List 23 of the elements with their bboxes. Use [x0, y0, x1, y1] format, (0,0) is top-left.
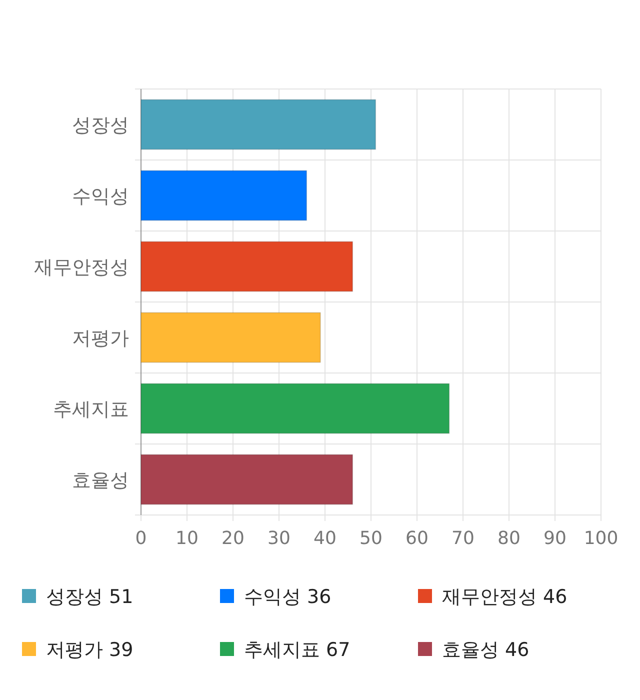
legend-label: 효율성 46 — [442, 639, 530, 661]
y-tick-label: 수익성 — [72, 186, 129, 208]
x-tick-label: 0 — [135, 528, 147, 549]
x-tick-label: 50 — [360, 528, 382, 549]
legend-label: 추세지표 67 — [244, 639, 350, 661]
x-tick-label: 10 — [176, 528, 198, 549]
y-tick-label: 재무안정성 — [34, 256, 129, 278]
x-tick-label: 100 — [584, 528, 618, 549]
legend-label: 수익성 36 — [244, 586, 332, 608]
x-tick-label: 60 — [406, 528, 428, 549]
x-tick-label: 30 — [268, 528, 290, 549]
legend-label: 재무안정성 46 — [442, 586, 568, 608]
legend-label: 저평가 39 — [46, 639, 134, 661]
x-tick-label: 90 — [544, 528, 566, 549]
x-tick-label: 70 — [452, 528, 474, 549]
x-tick-label: 20 — [222, 528, 244, 549]
y-tick-label: 추세지표 — [53, 398, 129, 420]
x-tick-label: 40 — [314, 528, 336, 549]
x-tick-label: 80 — [498, 528, 520, 549]
legend-label: 성장성 51 — [46, 586, 134, 608]
y-tick-label: 저평가 — [72, 328, 129, 350]
y-tick-label: 성장성 — [72, 114, 129, 136]
y-tick-label: 효율성 — [72, 470, 129, 492]
